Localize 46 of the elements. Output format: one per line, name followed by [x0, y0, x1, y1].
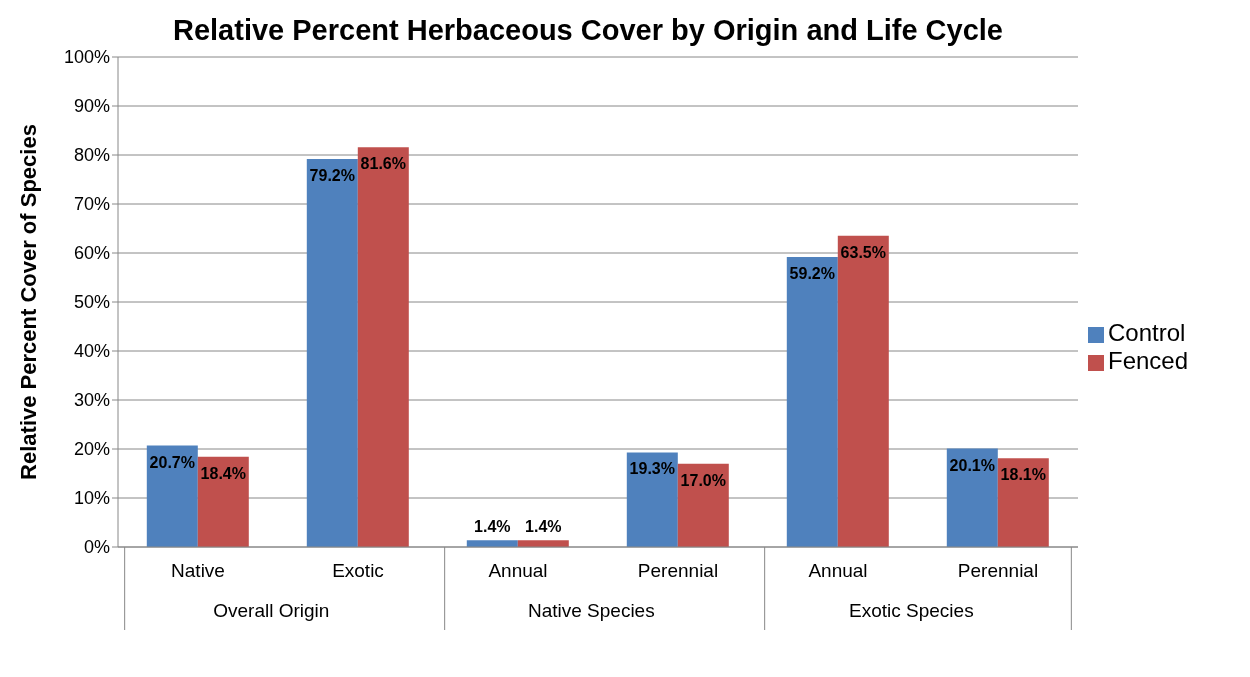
data-label: 81.6% — [360, 155, 406, 173]
x-tick-label: Exotic — [332, 560, 384, 581]
data-label: 19.3% — [629, 460, 675, 478]
y-tick-label: 50% — [73, 292, 110, 313]
y-tick-label: 90% — [73, 96, 110, 117]
text: Exotic Species — [849, 600, 974, 621]
y-tick-label: 20% — [73, 439, 110, 460]
x-tick-label: Native — [171, 560, 225, 581]
x-tick-label: Perennial — [957, 560, 1039, 581]
bar — [306, 158, 358, 547]
y-tick-label: 0% — [83, 537, 110, 558]
data-label: 1.4% — [474, 518, 511, 536]
bar — [946, 448, 998, 547]
bar — [197, 456, 249, 547]
bar — [357, 147, 409, 547]
y-tick-label: 30% — [73, 390, 110, 411]
bar — [786, 256, 838, 547]
y-tick-label: 60% — [73, 243, 110, 264]
legend-label: Control — [1108, 319, 1186, 346]
data-label: 18.4% — [200, 464, 246, 482]
data-label: 1.4% — [525, 518, 562, 536]
x-tick-label: Perennial — [637, 560, 719, 581]
data-label: 20.7% — [149, 453, 195, 471]
text: Overall Origin — [213, 600, 330, 621]
bar — [146, 445, 198, 547]
data-label: 18.1% — [1000, 466, 1046, 484]
legend-label: Fenced — [1108, 347, 1189, 374]
y-tick-label: 100% — [63, 47, 110, 68]
data-label: 63.5% — [840, 243, 886, 261]
y-tick-label: 40% — [73, 341, 110, 362]
y-tick-label: 10% — [73, 488, 110, 509]
data-label: 59.2% — [789, 264, 835, 282]
y-tick-label: 80% — [73, 145, 110, 166]
bar — [677, 463, 729, 547]
text: Native Species — [527, 600, 655, 621]
x-tick-label: Annual — [808, 560, 868, 581]
bar — [626, 452, 678, 547]
data-label: 17.0% — [680, 471, 726, 489]
y-tick-label: 70% — [73, 194, 110, 215]
data-label: 20.1% — [949, 456, 995, 474]
bar — [997, 458, 1049, 547]
bar — [837, 235, 889, 547]
data-label: 79.2% — [309, 166, 355, 184]
y-axis-title: Relative Percent Cover of Species — [15, 124, 41, 480]
x-tick-label: Annual — [488, 560, 548, 581]
chart-title: Relative Percent Herbaceous Cover by Origin and Life Cycle — [172, 13, 1004, 47]
